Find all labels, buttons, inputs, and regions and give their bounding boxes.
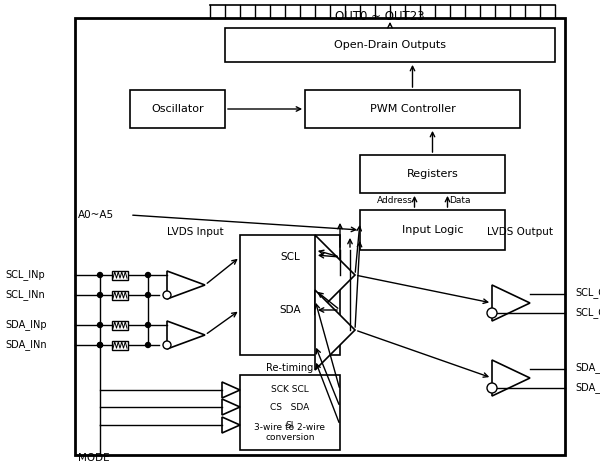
Text: LVDS Output: LVDS Output bbox=[487, 227, 553, 237]
Text: SDA: SDA bbox=[279, 305, 301, 315]
Circle shape bbox=[97, 343, 103, 347]
Text: Data: Data bbox=[449, 196, 471, 205]
Circle shape bbox=[146, 273, 151, 277]
Text: LVDS Input: LVDS Input bbox=[167, 227, 223, 237]
Bar bbox=[225, 28, 555, 62]
Polygon shape bbox=[315, 235, 355, 315]
Text: PWM Controller: PWM Controller bbox=[370, 104, 455, 114]
Polygon shape bbox=[222, 417, 240, 433]
Circle shape bbox=[97, 292, 103, 298]
Circle shape bbox=[97, 273, 103, 277]
Circle shape bbox=[146, 343, 151, 347]
Polygon shape bbox=[167, 321, 205, 349]
Bar bbox=[360, 155, 505, 193]
Text: 3-wire to 2-wire: 3-wire to 2-wire bbox=[254, 423, 325, 432]
Bar bbox=[112, 291, 128, 300]
Text: SCL_INp: SCL_INp bbox=[5, 270, 45, 281]
Text: SCL_OUTn: SCL_OUTn bbox=[575, 308, 600, 319]
Bar bbox=[75, 18, 565, 455]
Text: SCL_OUTp: SCL_OUTp bbox=[575, 288, 600, 299]
Text: conversion: conversion bbox=[265, 434, 315, 443]
Text: MODE: MODE bbox=[78, 453, 110, 463]
Bar bbox=[112, 340, 128, 349]
Text: Registers: Registers bbox=[407, 169, 458, 179]
Text: OUT0 ~ OUT23: OUT0 ~ OUT23 bbox=[335, 10, 425, 23]
Text: CS   SDA: CS SDA bbox=[271, 402, 310, 411]
Circle shape bbox=[97, 322, 103, 328]
Text: A0~A5: A0~A5 bbox=[78, 210, 114, 220]
Circle shape bbox=[163, 291, 171, 299]
Text: SDA_OUTn: SDA_OUTn bbox=[575, 383, 600, 393]
Polygon shape bbox=[222, 399, 240, 415]
Text: SCL_INn: SCL_INn bbox=[5, 290, 45, 301]
Bar bbox=[130, 90, 225, 128]
Bar bbox=[240, 235, 340, 355]
Text: Address: Address bbox=[377, 196, 413, 205]
Bar bbox=[240, 375, 340, 450]
Text: Re-timing: Re-timing bbox=[266, 363, 314, 373]
Text: SCK SCL: SCK SCL bbox=[271, 385, 309, 394]
Text: Input Logic: Input Logic bbox=[402, 225, 463, 235]
Circle shape bbox=[146, 322, 151, 328]
Polygon shape bbox=[167, 271, 205, 299]
Bar bbox=[112, 320, 128, 329]
Circle shape bbox=[163, 341, 171, 349]
Polygon shape bbox=[315, 290, 355, 370]
Text: SDA_INp: SDA_INp bbox=[5, 319, 47, 330]
Polygon shape bbox=[492, 360, 530, 396]
Circle shape bbox=[487, 308, 497, 318]
Bar bbox=[360, 210, 505, 250]
Polygon shape bbox=[492, 285, 530, 321]
Text: Open-Drain Outputs: Open-Drain Outputs bbox=[334, 40, 446, 50]
Text: SDA_INn: SDA_INn bbox=[5, 339, 47, 350]
Bar bbox=[112, 271, 128, 280]
Circle shape bbox=[97, 343, 103, 347]
Polygon shape bbox=[222, 382, 240, 398]
Text: SCL: SCL bbox=[280, 252, 300, 262]
Text: SI: SI bbox=[286, 420, 294, 429]
Circle shape bbox=[487, 383, 497, 393]
Circle shape bbox=[146, 292, 151, 298]
Text: Oscillator: Oscillator bbox=[151, 104, 204, 114]
Bar bbox=[305, 90, 520, 128]
Text: SDA_OUTp: SDA_OUTp bbox=[575, 363, 600, 374]
